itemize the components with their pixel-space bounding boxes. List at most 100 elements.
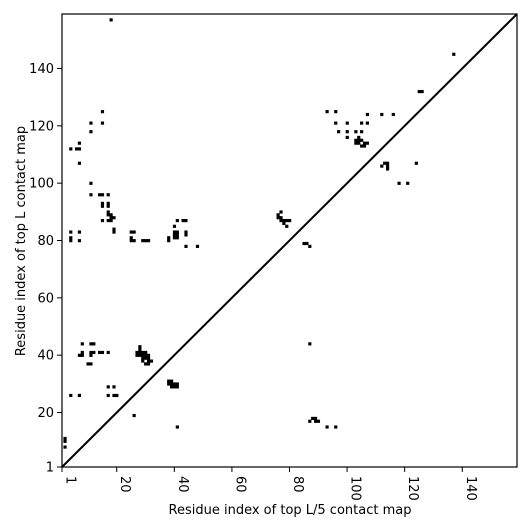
contact-point bbox=[169, 385, 174, 389]
contact-point bbox=[313, 419, 318, 423]
contact-point bbox=[354, 141, 358, 145]
contact-point bbox=[285, 224, 289, 228]
contact-point bbox=[282, 221, 286, 226]
contact-point bbox=[360, 138, 364, 142]
contact-point bbox=[308, 244, 312, 248]
contact-point bbox=[92, 350, 96, 355]
contact-point bbox=[313, 416, 318, 420]
contact-point bbox=[106, 219, 110, 223]
contact-point bbox=[172, 385, 177, 389]
contact-point bbox=[146, 359, 151, 363]
contact-point bbox=[360, 130, 364, 134]
contact-point bbox=[146, 362, 151, 366]
contact-point bbox=[106, 204, 110, 208]
contact-point bbox=[406, 181, 410, 185]
diagonal-line bbox=[61, 13, 518, 468]
contact-point bbox=[63, 439, 67, 443]
contact-point bbox=[80, 342, 84, 346]
y-tick-label: 120 bbox=[29, 119, 54, 134]
contact-point bbox=[452, 52, 456, 56]
x-tick-label: 80 bbox=[290, 476, 305, 493]
contact-point bbox=[112, 385, 116, 389]
contact-point bbox=[146, 353, 151, 357]
contact-point bbox=[98, 350, 102, 355]
contact-point bbox=[141, 350, 145, 355]
contact-point bbox=[106, 201, 110, 205]
contact-point bbox=[89, 353, 93, 357]
contact-point bbox=[112, 393, 116, 398]
contact-point bbox=[92, 342, 96, 346]
contact-point bbox=[115, 393, 119, 398]
contact-point bbox=[184, 233, 188, 237]
contact-point bbox=[106, 193, 110, 197]
contact-point bbox=[109, 216, 113, 220]
contact-point bbox=[172, 233, 177, 237]
contact-point bbox=[325, 110, 329, 114]
contact-point bbox=[172, 236, 177, 240]
contact-point bbox=[184, 244, 188, 248]
contact-point bbox=[100, 110, 105, 114]
contact-point bbox=[89, 342, 93, 346]
contact-point bbox=[89, 362, 93, 366]
contact-point bbox=[175, 236, 179, 240]
contact-point bbox=[360, 144, 364, 148]
contact-point bbox=[380, 112, 384, 117]
y-tick-label: 100 bbox=[29, 177, 54, 192]
contact-point bbox=[276, 216, 280, 220]
contact-point bbox=[109, 18, 113, 22]
contact-point bbox=[362, 141, 367, 145]
contact-point bbox=[109, 213, 113, 217]
contact-point bbox=[184, 230, 188, 234]
contact-point bbox=[69, 236, 73, 240]
contact-point bbox=[175, 382, 179, 386]
contact-point bbox=[144, 362, 148, 366]
contact-point bbox=[365, 121, 369, 125]
contact-point bbox=[385, 167, 390, 171]
contact-point bbox=[279, 216, 283, 220]
contact-point bbox=[77, 161, 82, 165]
contact-point bbox=[112, 227, 116, 231]
contact-point bbox=[77, 353, 82, 357]
x-tick-label: 140 bbox=[463, 476, 478, 501]
contact-point bbox=[89, 350, 93, 355]
y-tick-label: 1 bbox=[46, 461, 54, 476]
contact-point bbox=[74, 147, 79, 151]
contact-point bbox=[89, 130, 93, 134]
contact-point bbox=[69, 230, 73, 234]
contact-point bbox=[276, 213, 280, 217]
contact-point bbox=[172, 230, 177, 234]
contact-point bbox=[354, 130, 358, 134]
contact-point bbox=[167, 382, 171, 386]
contact-point bbox=[337, 130, 341, 134]
contact-point bbox=[302, 241, 306, 246]
contact-point bbox=[63, 445, 67, 449]
contact-point bbox=[175, 230, 179, 234]
contact-point bbox=[138, 350, 142, 355]
contact-point bbox=[175, 233, 179, 237]
contact-point bbox=[146, 356, 151, 360]
y-tick-label: 20 bbox=[37, 406, 54, 421]
y-axis-label: Residue index of top L contact map bbox=[14, 126, 29, 356]
contact-point bbox=[311, 416, 315, 420]
contact-point bbox=[100, 219, 105, 223]
contact-point bbox=[100, 121, 105, 125]
x-tick-label: 40 bbox=[175, 476, 190, 493]
contact-point bbox=[385, 164, 390, 168]
contact-point bbox=[357, 135, 361, 140]
contact-point bbox=[175, 219, 179, 223]
contact-point bbox=[417, 89, 421, 94]
contact-point bbox=[69, 147, 73, 151]
contact-point bbox=[195, 244, 200, 248]
contact-point bbox=[345, 130, 349, 134]
contact-point bbox=[380, 164, 384, 168]
contact-point bbox=[167, 379, 171, 383]
contact-point bbox=[63, 436, 67, 441]
contact-point bbox=[308, 342, 312, 346]
contact-point bbox=[149, 359, 154, 363]
contact-point bbox=[100, 350, 105, 355]
contact-point bbox=[167, 239, 171, 243]
contact-point bbox=[181, 219, 185, 223]
contact-point bbox=[141, 353, 145, 357]
